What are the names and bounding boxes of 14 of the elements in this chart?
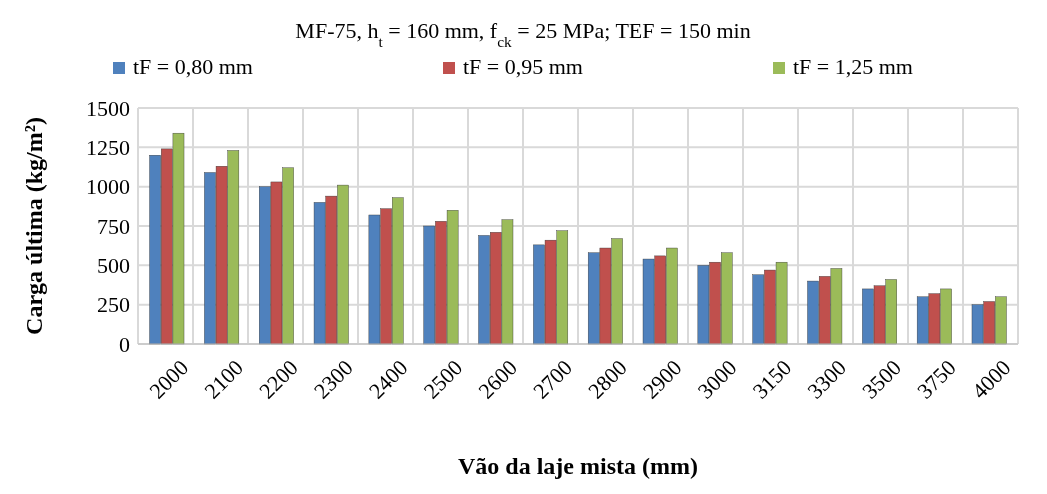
x-axis-title: Vão da laje mista (mm) — [458, 453, 698, 479]
y-tick-label: 500 — [97, 253, 130, 279]
y-tick-label: 0 — [119, 331, 130, 357]
y-tick-label: 1250 — [86, 135, 130, 161]
y-tick-label: 1000 — [86, 174, 130, 200]
chart-title: MF-75, h$_{t}$ = 160 mm, f$_{ck}$ = 25 MPa; TEF = 150 min — [295, 18, 751, 50]
y-axis-title: Carga última (kg/m²) — [21, 117, 47, 335]
y-tick-label: 1500 — [86, 95, 130, 121]
legend-label: tF = 1,25 mm — [793, 54, 913, 79]
legend-label: tF = 0,95 mm — [463, 54, 583, 79]
legend-label: tF = 0,80 mm — [133, 54, 253, 79]
y-tick-label: 750 — [97, 213, 130, 239]
x-tick-label: 4000 — [966, 354, 1016, 404]
y-tick-label: 250 — [97, 292, 130, 318]
